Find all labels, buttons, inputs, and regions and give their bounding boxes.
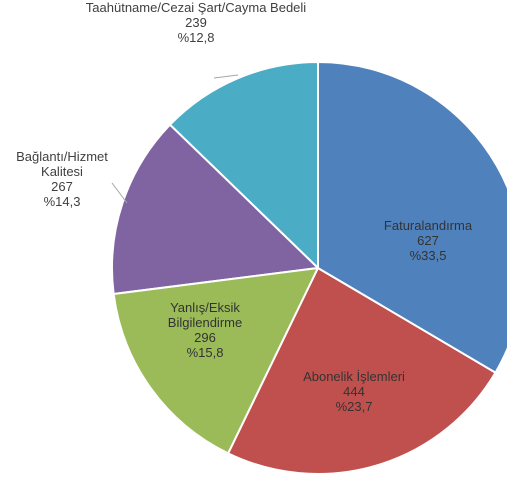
slice-label: Abonelik İşlemleri 444 %23,7	[274, 369, 434, 414]
pie-slice	[111, 123, 321, 296]
percent-label: %12,8	[177, 30, 215, 45]
pie-slice	[168, 60, 319, 271]
pie-slice	[112, 266, 320, 455]
slice-label: Bağlantı/Hizmet Kalitesi 267 %14,3	[10, 149, 114, 209]
category-label: Bağlantı/Hizmet Kalitesi	[16, 149, 108, 179]
category-label: Abonelik İşlemleri	[303, 369, 405, 384]
percent-label: %23,7	[335, 399, 373, 414]
value-label: 444	[343, 384, 365, 399]
percent-label: %15,8	[186, 345, 224, 360]
slice-label: Faturalandırma 627 %33,5	[353, 218, 503, 263]
category-label: Faturalandırma	[383, 218, 473, 233]
pie-slice	[317, 60, 507, 374]
value-label: 267	[51, 179, 73, 194]
percent-label: %33,5	[409, 248, 447, 263]
value-label: 627	[417, 233, 439, 248]
slice-label: Taahütname/Cezai Şart/Cayma Bedeli 239 %12…	[46, 0, 346, 45]
value-label: 296	[194, 330, 216, 345]
category-label: Yanlış/Eksik Bilgilendirme	[167, 300, 243, 330]
pie-slice	[226, 266, 497, 475]
category-label: Taahütname/Cezai Şart/Cayma Bedeli	[85, 0, 307, 15]
value-label: 239	[185, 15, 207, 30]
percent-label: %14,3	[43, 194, 81, 209]
slice-label: Yanlış/Eksik Bilgilendirme 296 %15,8	[155, 300, 255, 360]
leader-line	[213, 74, 239, 79]
leader-line	[111, 182, 128, 204]
